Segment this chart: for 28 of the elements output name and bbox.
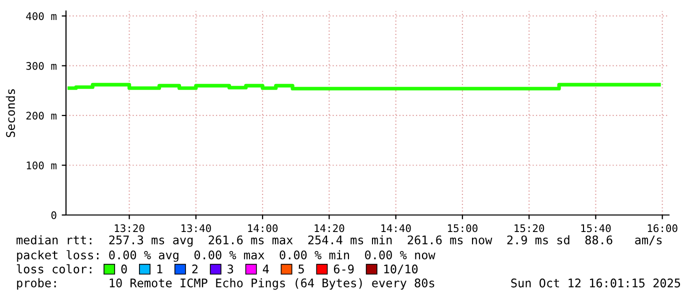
y-tick-label: 400 m (26, 12, 56, 20)
x-tick-label: 16:00 (648, 224, 678, 232)
x-tick-label: 15:40 (581, 224, 611, 232)
legend-label: 0 (121, 264, 127, 274)
legend-label: 2 (192, 264, 198, 274)
text: loss color: (16, 264, 92, 274)
x-tick-label: 15:20 (514, 224, 544, 232)
x-tick-label: 13:40 (182, 224, 211, 232)
text: probe: 10 Remote ICMP Echo Pings (64 Bytes) every 80s (17, 278, 434, 290)
x-tick-label: 14:00 (248, 224, 278, 232)
y-tick-label: 100 m (26, 162, 56, 170)
y-axis-title: Seconds (6, 89, 15, 138)
text: Sun Oct 12 16:01:15 2025 (511, 278, 680, 288)
x-tick-label: 13:20 (114, 224, 144, 232)
text: median rtt: 257.3 ms avg 261.6 ms max 254.4 ms min 261.6 ms now 2.9 ms sd 88.6 am/s (16, 235, 662, 247)
legend-label: 10/10 (384, 264, 418, 274)
y-tick-label: 300 m (26, 62, 56, 70)
legend-label: 4 (262, 264, 269, 274)
legend-label: 6-9 (334, 264, 354, 274)
y-tick-label: 0 (51, 211, 56, 220)
legend-label: 3 (228, 264, 234, 274)
y-tick-label: 200 m (26, 112, 56, 120)
x-tick-label: 15:00 (448, 224, 478, 232)
legend-label: 5 (298, 264, 304, 274)
legend-label: 1 (157, 264, 162, 274)
x-tick-label: 14:40 (381, 224, 411, 232)
x-tick-label: 14:20 (314, 224, 344, 232)
text: packet loss: 0.00 % avg 0.00 % max 0.00 % min 0.00 % now (17, 250, 436, 262)
